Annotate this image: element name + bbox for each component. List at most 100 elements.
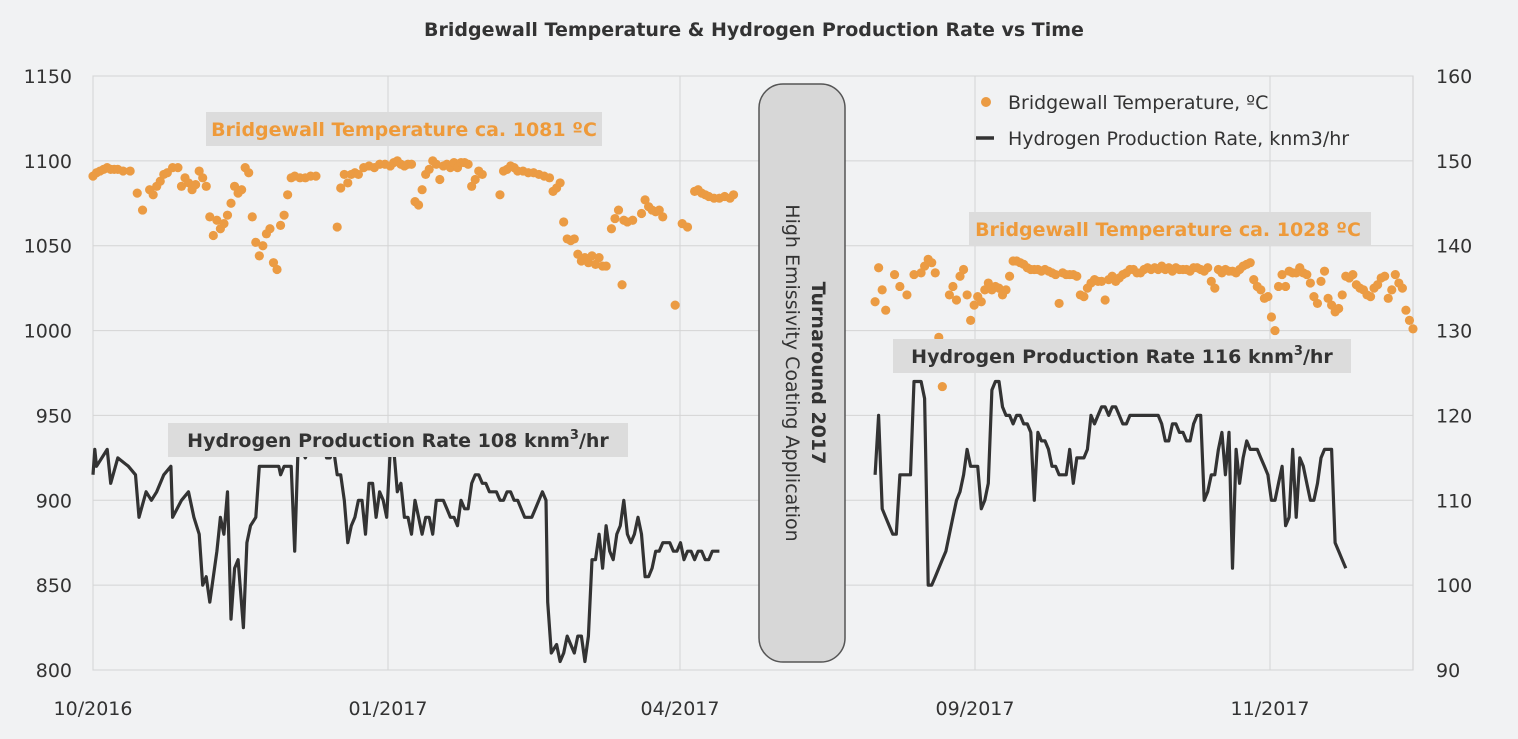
temperature-point: [1319, 266, 1330, 276]
temperature-point: [613, 205, 624, 215]
temperature-point: [148, 190, 158, 200]
temperature-point: [176, 181, 187, 191]
y-left-tick-label: 850: [36, 575, 72, 597]
temperature-point: [339, 169, 349, 180]
temperature-point: [413, 200, 424, 210]
temperature-point: [930, 268, 940, 278]
temperature-point: [640, 195, 650, 205]
annotation-temp-before: Bridgewall Temperature ca. 1081 ºC: [206, 112, 602, 146]
temperature-point: [1327, 300, 1337, 310]
x-tick-label: 09/2017: [936, 698, 1015, 720]
annotation-temp-before-box: [206, 112, 602, 146]
y-left-tick-label: 1050: [24, 236, 72, 258]
temperature-point: [467, 181, 477, 191]
y-right-tick-label: 90: [1436, 660, 1460, 682]
temperature-point: [353, 169, 364, 180]
annotation-h2-before-text: Hydrogen Production Rate 108 knm3/hr: [187, 428, 609, 452]
annotation-h2-before-box: [168, 423, 628, 457]
y-right-tick-label: 120: [1436, 405, 1472, 427]
y-left-tick-label: 800: [36, 660, 72, 682]
temperature-point: [1206, 276, 1216, 286]
temperature-point: [573, 249, 583, 259]
temperature-point: [583, 258, 594, 268]
temperature-point: [431, 159, 441, 169]
chart-title: Bridgewall Temperature & Hydrogen Produc…: [424, 19, 1084, 41]
y-right-tick-label: 100: [1436, 575, 1472, 597]
temperature-point: [1270, 325, 1280, 336]
temperature-point: [670, 300, 680, 310]
temperature-point: [966, 315, 976, 325]
temperature-point: [173, 163, 183, 173]
temperature-point: [590, 259, 601, 269]
temperature-point: [983, 278, 993, 288]
temperature-point: [1312, 298, 1323, 309]
temperature-point: [118, 166, 128, 176]
temperature-point: [208, 230, 218, 241]
x-tick-label: 04/2017: [641, 698, 720, 720]
temperature-point: [406, 159, 417, 169]
temperature-point: [1266, 312, 1277, 322]
temperature-point: [332, 222, 342, 232]
temperature-point: [1383, 293, 1393, 303]
y-right-tick-label: 150: [1436, 151, 1472, 173]
temperature-point: [229, 181, 240, 191]
temperature-point: [470, 174, 480, 185]
temperature-point: [1273, 281, 1284, 292]
legend-h2-label: Hydrogen Production Rate, knm3/hr: [1008, 128, 1349, 150]
temperature-point: [555, 178, 565, 188]
annotation-temp-before-text: Bridgewall Temperature ca. 1081 ºC: [211, 119, 597, 141]
temperature-point: [1302, 269, 1312, 280]
temperature-point: [1365, 292, 1376, 302]
temperature-point: [889, 269, 900, 280]
temperature-point: [994, 283, 1004, 293]
temperature-point: [1373, 280, 1383, 290]
temperature-point: [275, 220, 286, 230]
temperature-point: [1404, 315, 1415, 325]
temperature-point: [1001, 285, 1011, 295]
temperature-point: [155, 176, 165, 186]
temperature-point: [254, 251, 264, 261]
y-right-tick-label: 140: [1436, 236, 1472, 258]
temperature-point: [191, 180, 201, 190]
temperature-point: [569, 234, 579, 244]
temperature-point: [881, 305, 891, 315]
temperature-point: [1316, 276, 1326, 286]
temperature-point: [477, 169, 487, 180]
temperature-point: [902, 290, 912, 300]
hydrogen-line: [873, 379, 1348, 587]
temperature-point: [1054, 298, 1064, 309]
temperature-point: [1096, 276, 1107, 286]
temperature-point: [1072, 271, 1082, 281]
temperature-point: [417, 185, 427, 195]
temperature-point: [1079, 292, 1089, 302]
temperature-point: [1245, 258, 1255, 268]
turnaround-subtitle: High Emissivity Coating Application: [781, 204, 803, 541]
y-left-axis: 1150 1100 1050 1000 950 900 850 800: [24, 66, 72, 682]
temperature-point: [495, 190, 505, 200]
temperature-point: [606, 224, 617, 234]
temperature-point: [1380, 271, 1390, 281]
temperature-point: [212, 215, 222, 225]
temperature-point: [594, 252, 604, 263]
temperature-point: [237, 185, 247, 195]
temperature-point: [268, 258, 279, 268]
temperature-point: [226, 198, 236, 208]
temperature-point: [424, 164, 434, 174]
temperature-point: [877, 285, 887, 295]
temperature-point: [1100, 295, 1110, 305]
temperature-point: [617, 280, 627, 290]
temperature-point: [194, 166, 204, 176]
temperature-point: [728, 190, 739, 200]
annotation-h2-after-text: Hydrogen Production Rate 116 knm3/hr: [911, 344, 1333, 368]
temperature-point: [1348, 269, 1358, 280]
temperature-point: [258, 241, 268, 251]
temperature-point: [920, 261, 930, 271]
temperature-point: [251, 237, 261, 247]
temperature-point: [1249, 275, 1259, 285]
annotation-h2-after-sup: 3: [1294, 344, 1303, 359]
temperature-point: [201, 181, 211, 191]
temperature-point: [311, 171, 321, 181]
turnaround-box: [758, 83, 846, 663]
temperature-point: [559, 217, 569, 227]
y-left-tick-label: 950: [36, 405, 72, 427]
